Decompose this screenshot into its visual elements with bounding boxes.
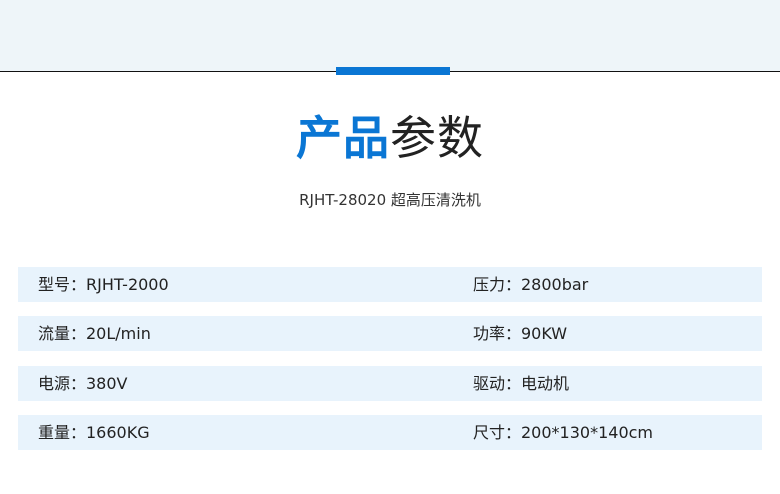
spec-power: 功率：90KW xyxy=(473,324,568,343)
spec-model: 型号：RJHT-2000 xyxy=(38,275,169,294)
title-rest: 参数 xyxy=(390,111,484,165)
spec-weight: 重量：1660KG xyxy=(38,423,150,442)
spec-row: 电源：380V 驱动：电动机 xyxy=(18,366,762,401)
spec-row: 重量：1660KG 尺寸：200*130*140cm xyxy=(18,415,762,450)
spec-size: 尺寸：200*130*140cm xyxy=(473,423,654,442)
spec-drive: 驱动：电动机 xyxy=(473,374,570,393)
spec-pressure: 压力：2800bar xyxy=(473,275,589,294)
title-highlight: 产品 xyxy=(296,111,390,165)
spec-row: 流量：20L/min 功率：90KW xyxy=(18,316,762,351)
accent-bar xyxy=(336,67,450,75)
spec-flow: 流量：20L/min xyxy=(38,324,151,343)
page-title: 产品参数 xyxy=(0,110,780,166)
top-banner xyxy=(0,0,780,71)
page-subtitle: RJHT-28020 超高压清洗机 xyxy=(299,191,481,209)
spec-row: 型号：RJHT-2000 压力：2800bar xyxy=(18,267,762,302)
spec-supply: 电源：380V xyxy=(38,374,128,393)
